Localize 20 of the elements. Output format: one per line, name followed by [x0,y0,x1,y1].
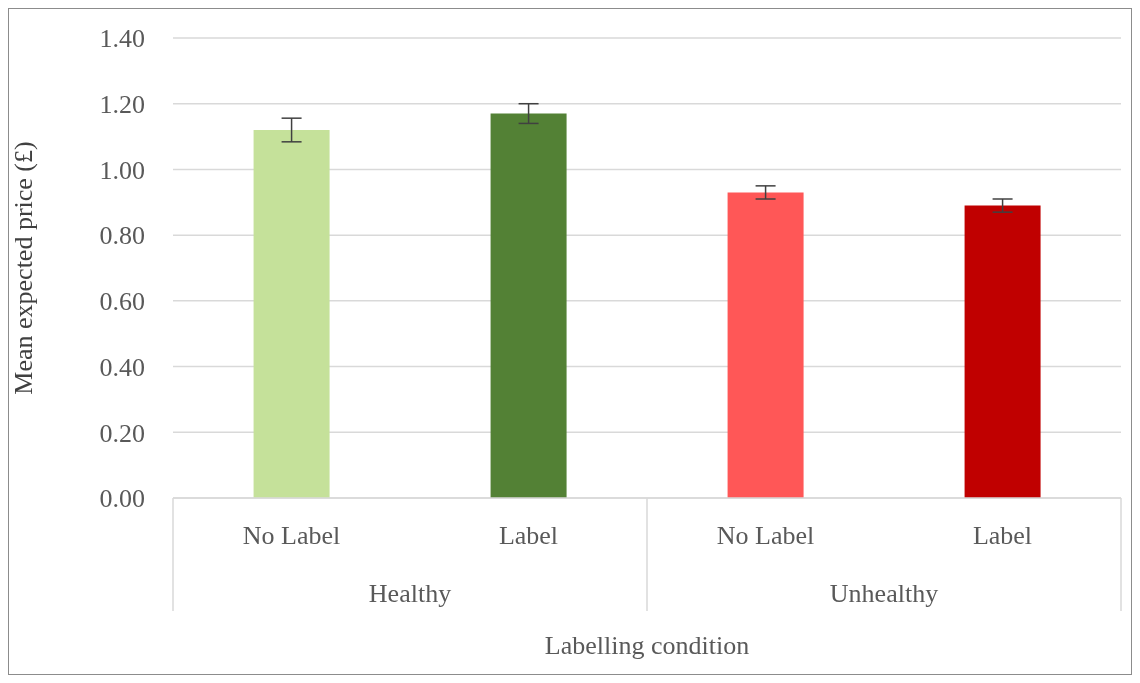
y-tick-label: 0.00 [99,484,145,514]
y-tick-label: 0.80 [99,221,145,251]
bar [253,130,330,498]
x-tick-label: Label [498,521,559,550]
text: Unhealthy [829,579,939,608]
x-axis-title: Labelling condition [544,631,750,660]
bar [964,205,1041,498]
y-tick-label: 0.20 [99,418,145,448]
x-tick-label: No Label [716,521,815,550]
x-tick-label: No Label [242,521,341,550]
x-tick-label: Label [972,521,1033,550]
y-tick-label: 1.40 [99,24,145,54]
y-axis-title: Mean expected price (£) [9,141,39,395]
y-tick-label: 0.60 [99,287,145,317]
y-tick-label: 0.40 [99,352,145,382]
bar [490,113,567,498]
bar [727,192,804,498]
y-tick-label: 1.00 [99,155,145,185]
text: Healthy [368,579,452,608]
y-tick-label: 1.20 [99,89,145,119]
